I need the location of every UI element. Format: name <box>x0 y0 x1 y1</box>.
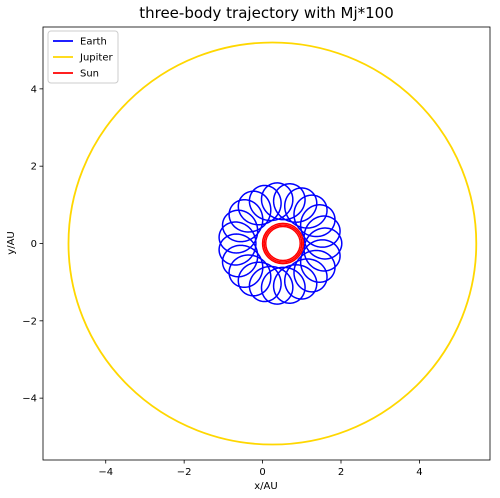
axes-frame <box>42 26 491 461</box>
y-tick-label: 4 <box>31 84 37 95</box>
legend-label-jupiter: Jupiter <box>79 53 113 64</box>
y-tick-label: 0 <box>31 239 37 250</box>
legend: Earth Jupiter Sun <box>47 30 119 84</box>
x-axis-label: x/AU <box>254 481 277 492</box>
x-tick-label: 2 <box>338 467 344 478</box>
legend-label-sun: Sun <box>80 69 99 80</box>
y-axis-label: y/AU <box>6 231 17 254</box>
legend-label-earth: Earth <box>80 37 107 48</box>
x-tick-label: 4 <box>416 467 422 478</box>
chart-title: three-body trajectory with Mj*100 <box>139 4 394 22</box>
series-line-jupiter <box>67 41 478 446</box>
data-layer <box>67 41 478 446</box>
series-line-earth <box>218 182 343 305</box>
x-tick-label: −4 <box>98 467 113 478</box>
x-tick-label: 0 <box>259 467 265 478</box>
ticks-layer: −4 −2 0 2 4 −4 −2 0 2 4 <box>22 84 422 478</box>
y-tick-label: 2 <box>31 162 37 173</box>
y-tick-label: −4 <box>22 394 37 405</box>
legend-box <box>47 30 119 84</box>
x-tick-label: −2 <box>177 467 192 478</box>
series-line-sun <box>261 222 305 265</box>
y-tick-label: −2 <box>22 316 37 327</box>
